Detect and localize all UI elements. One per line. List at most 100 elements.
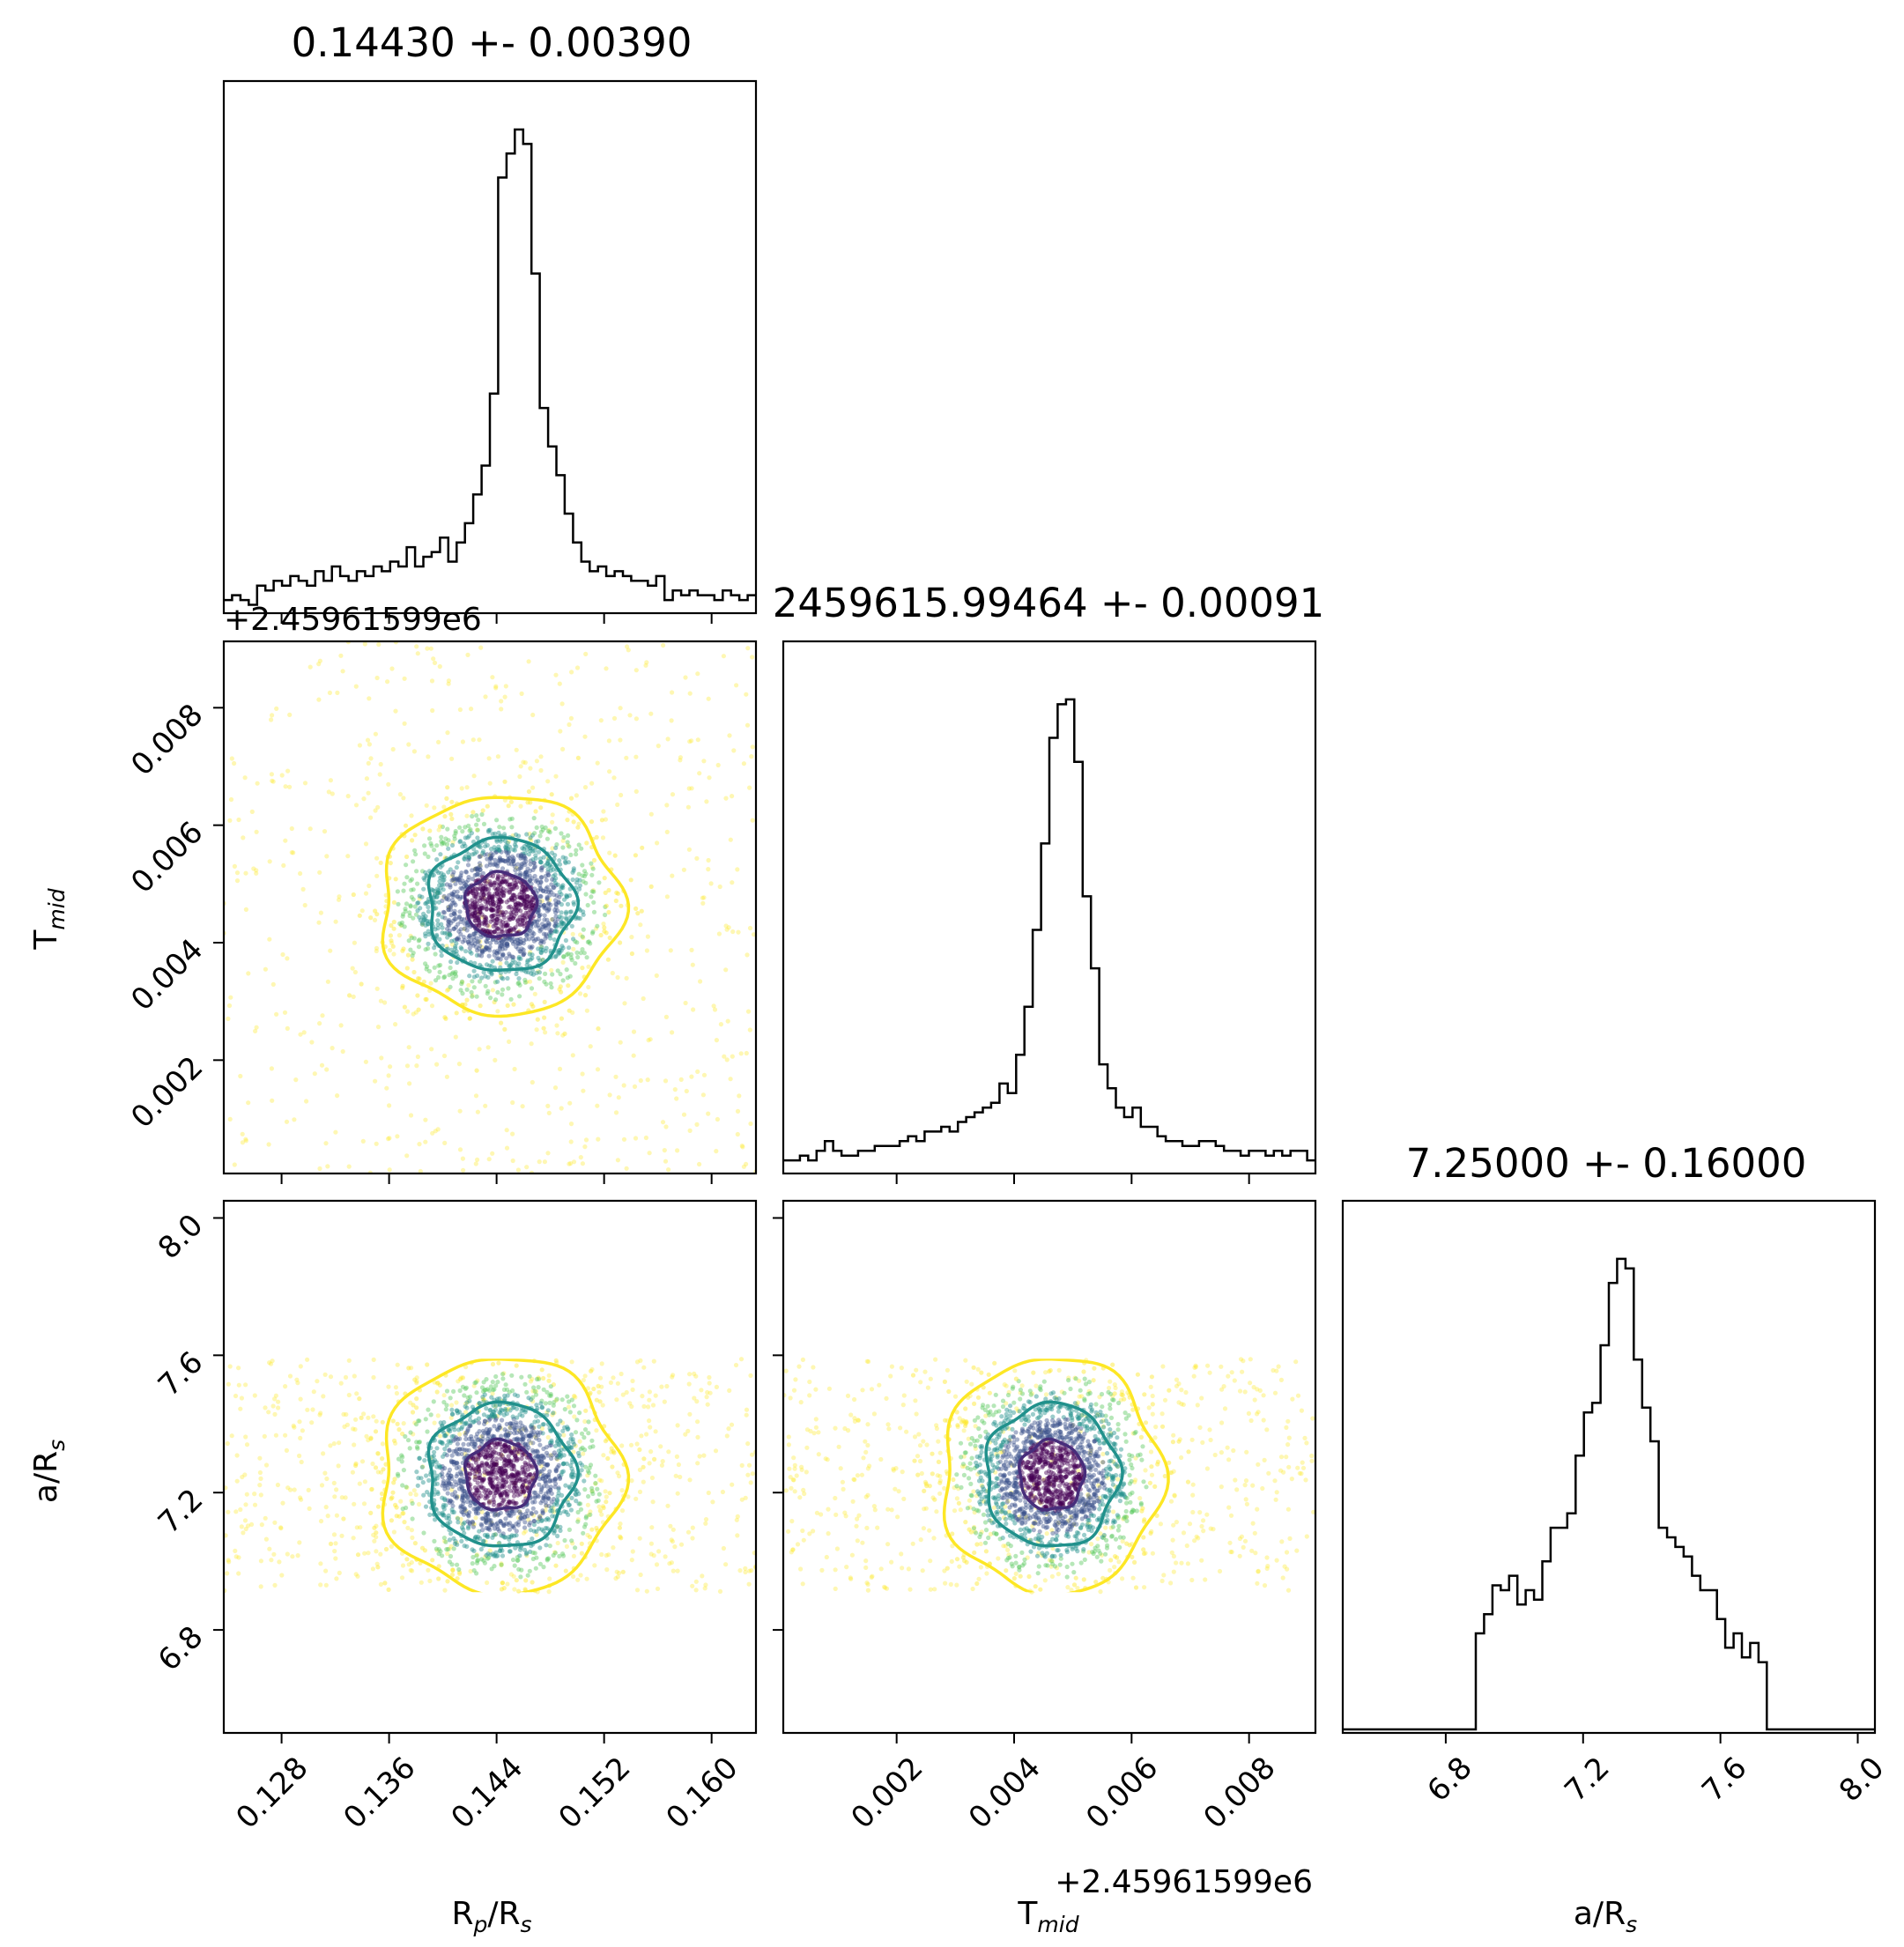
scatter-point: [662, 1148, 667, 1153]
scatter-point: [435, 1413, 441, 1418]
scatter-point: [441, 1478, 447, 1484]
scatter-point: [531, 1425, 537, 1430]
scatter-point: [298, 1364, 303, 1369]
scatter-point: [1278, 1377, 1284, 1382]
scatter-point: [542, 1472, 547, 1477]
scatter-point: [521, 914, 526, 921]
scatter-point: [298, 1396, 303, 1402]
scatter-point: [481, 1558, 486, 1563]
scatter-point: [551, 867, 556, 872]
scatter-point: [480, 896, 485, 902]
scatter-point: [631, 1029, 637, 1034]
scatter-point: [479, 1477, 485, 1484]
scatter-point: [648, 1551, 654, 1557]
scatter-point: [232, 760, 237, 766]
scatter-point: [285, 1551, 290, 1557]
scatter-point: [525, 959, 530, 965]
scatter-point: [500, 1581, 506, 1586]
scatter-point: [499, 899, 504, 904]
scatter-point: [505, 975, 510, 981]
scatter-point: [546, 1378, 552, 1383]
scatter-point: [823, 1456, 828, 1462]
scatter-point: [707, 1374, 712, 1381]
scatter-point: [522, 855, 528, 862]
scatter-points: [224, 1357, 756, 1595]
scatter-point: [460, 1375, 466, 1381]
scatter-point: [470, 1561, 475, 1566]
scatter-point: [530, 933, 535, 938]
scatter-point: [299, 1497, 304, 1502]
scatter-point: [566, 983, 571, 988]
scatter-point: [578, 1573, 583, 1578]
scatter-point: [352, 1501, 357, 1507]
scatter-point: [432, 889, 437, 894]
scatter-point: [486, 1427, 492, 1432]
scatter-point: [455, 1516, 461, 1521]
scatter-point: [299, 1459, 304, 1465]
scatter-point: [489, 929, 494, 935]
scatter-point: [584, 1008, 590, 1013]
scatter-point: [306, 1487, 311, 1492]
scatter-point: [523, 1511, 529, 1516]
scatter-point: [411, 936, 417, 941]
scatter-point: [715, 1116, 721, 1122]
scatter-point: [499, 1433, 504, 1439]
scatter-point: [505, 858, 510, 863]
scatter-point: [448, 907, 454, 913]
scatter-point: [582, 1524, 588, 1529]
scatter-point: [411, 915, 416, 921]
scatter-point: [497, 1486, 502, 1492]
scatter-point: [560, 746, 566, 752]
scatter-point: [660, 1459, 665, 1464]
scatter-point: [596, 1136, 601, 1142]
scatter-point: [490, 907, 495, 913]
scatter-point: [452, 916, 457, 922]
scatter-point: [478, 1484, 484, 1489]
scatter-point: [613, 898, 619, 904]
scatter-point: [505, 1581, 510, 1587]
scatter-point: [501, 1387, 507, 1392]
scatter-point: [242, 775, 248, 781]
scatter-point: [419, 1476, 424, 1481]
scatter-point: [489, 1460, 494, 1465]
scatter-point: [448, 867, 453, 872]
scatter-point: [714, 1149, 719, 1154]
scatter-point: [434, 894, 440, 900]
scatter-point: [633, 754, 639, 759]
scatter-point: [456, 1062, 463, 1067]
scatter-point: [606, 887, 611, 893]
scatter-point: [607, 769, 612, 774]
scatter-point: [239, 1524, 244, 1529]
scatter-point: [480, 905, 485, 910]
scatter-point: [475, 869, 480, 874]
scatter-point: [571, 936, 576, 942]
scatter-point: [433, 927, 438, 932]
scatter-point: [450, 893, 456, 899]
scatter-point: [1237, 1553, 1242, 1558]
scatter-point: [534, 970, 539, 975]
scatter-point: [515, 862, 521, 867]
scatter-point: [493, 848, 498, 853]
scatter-point: [486, 1418, 492, 1423]
scatter-point: [564, 1509, 569, 1514]
scatter-point: [550, 1514, 555, 1519]
contours: [381, 796, 631, 1018]
scatter-point: [468, 1503, 473, 1508]
scatter-point: [539, 1367, 545, 1373]
scatter-point: [495, 926, 501, 931]
scatter-point: [546, 1589, 552, 1595]
scatter-point: [473, 1457, 478, 1462]
scatter-point: [298, 1495, 303, 1500]
scatter-point: [285, 1025, 290, 1031]
scatter-point: [442, 1483, 448, 1488]
scatter-point: [1168, 1581, 1174, 1586]
scatter-point: [522, 937, 527, 943]
scatter-point: [479, 912, 485, 917]
scatter-point: [448, 756, 455, 761]
scatter-point: [485, 1430, 491, 1435]
scatter-point: [670, 792, 676, 797]
scatter-point: [519, 1427, 524, 1432]
scatter-point: [448, 1403, 455, 1408]
scatter-point: [840, 1479, 846, 1484]
scatter-point: [477, 1469, 482, 1474]
